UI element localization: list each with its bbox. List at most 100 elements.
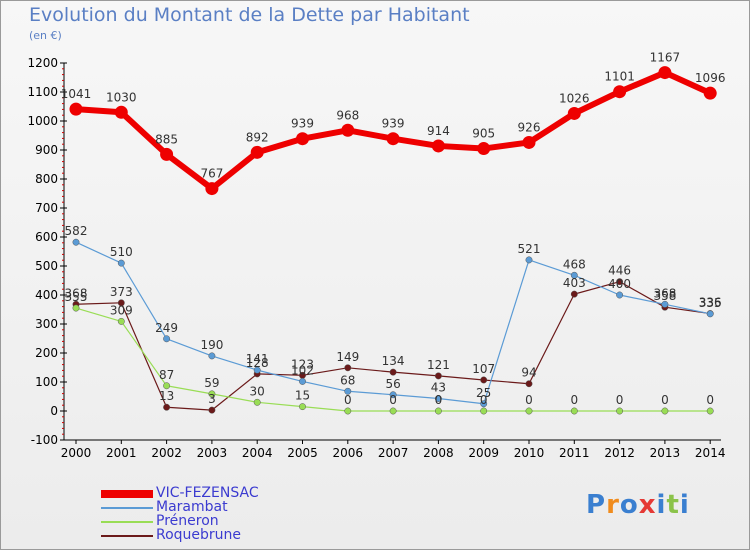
data-label: 892 — [246, 130, 269, 144]
y-tick-label: 600 — [35, 230, 58, 244]
data-point — [389, 368, 397, 376]
data-label: 102 — [291, 363, 314, 377]
data-label: 0 — [661, 393, 669, 407]
data-label: 373 — [110, 285, 133, 299]
data-label: 59 — [204, 376, 219, 390]
data-label: 582 — [65, 224, 88, 238]
data-label: 355 — [65, 290, 88, 304]
x-tick-label: 2005 — [287, 446, 318, 460]
data-point — [114, 105, 128, 119]
x-tick-label: 2001 — [106, 446, 137, 460]
data-point — [117, 259, 125, 267]
data-point — [522, 135, 536, 149]
data-label: 939 — [382, 117, 405, 131]
data-point — [480, 407, 488, 415]
data-point — [706, 310, 714, 318]
data-point — [117, 299, 125, 307]
data-point — [567, 106, 581, 120]
data-label: 905 — [472, 127, 495, 141]
data-point — [160, 147, 174, 161]
data-label: 94 — [521, 366, 536, 380]
data-label: 249 — [155, 321, 178, 335]
logo-letter: i — [656, 490, 667, 520]
data-label: 309 — [110, 303, 133, 317]
data-point — [661, 300, 669, 308]
data-label: 939 — [291, 117, 314, 131]
y-tick-label: 800 — [35, 172, 58, 186]
data-label: 446 — [608, 264, 631, 278]
data-label: 121 — [427, 358, 450, 372]
data-point — [434, 395, 442, 402]
data-label: 521 — [518, 242, 541, 256]
data-label: 107 — [472, 362, 495, 376]
data-point — [525, 407, 533, 415]
y-tick-label: 1200 — [27, 56, 58, 70]
data-point — [72, 238, 80, 246]
x-tick-label: 2008 — [423, 446, 454, 460]
logo-letter: i — [679, 490, 690, 520]
data-label: 403 — [563, 276, 586, 290]
y-tick-label: 500 — [35, 259, 58, 273]
chart-title: Evolution du Montant de la Dette par Hab… — [29, 4, 470, 26]
data-point — [163, 403, 171, 411]
data-label: 885 — [155, 132, 178, 146]
data-label: 1101 — [604, 70, 635, 84]
y-tick-label: 700 — [35, 201, 58, 215]
data-point — [661, 407, 669, 415]
data-point — [208, 406, 216, 414]
data-point — [616, 278, 624, 286]
y-tick-label: 0 — [50, 404, 58, 418]
data-label: 358 — [653, 289, 676, 303]
data-label: 1026 — [559, 91, 590, 105]
data-label: 30 — [250, 384, 265, 398]
data-point — [616, 291, 624, 299]
data-label: 468 — [563, 257, 586, 271]
unit-label: (en €) — [29, 29, 62, 42]
data-label: 13 — [159, 389, 174, 403]
data-point — [389, 407, 397, 415]
data-point — [389, 391, 397, 399]
data-point — [344, 364, 352, 372]
data-point — [703, 86, 717, 100]
data-point — [434, 372, 442, 380]
legend-swatch — [101, 535, 153, 537]
y-tick-label: 900 — [35, 143, 58, 157]
x-tick-label: 2013 — [650, 446, 681, 460]
y-tick-label: 100 — [35, 375, 58, 389]
data-point — [163, 335, 171, 343]
legend-swatch — [101, 507, 153, 509]
x-tick-label: 2006 — [333, 446, 364, 460]
x-tick-label: 2011 — [559, 446, 590, 460]
data-label: 123 — [291, 357, 314, 371]
data-label: 0 — [525, 393, 533, 407]
data-point — [253, 398, 261, 406]
data-label: 0 — [616, 393, 624, 407]
data-point — [434, 407, 442, 415]
data-point — [480, 400, 488, 408]
data-label: 336 — [699, 296, 722, 310]
y-tick-label: 200 — [35, 346, 58, 360]
data-point — [431, 139, 445, 153]
data-label: 128 — [246, 356, 269, 370]
data-label: 968 — [336, 108, 359, 122]
data-point — [386, 132, 400, 146]
data-point — [477, 142, 491, 156]
data-point — [525, 380, 533, 388]
y-tick-label: -100 — [31, 433, 58, 447]
data-point — [250, 145, 264, 159]
data-label: 25 — [476, 386, 491, 400]
data-label: 0 — [435, 393, 443, 407]
logo-letter: t — [666, 490, 680, 520]
data-label: 0 — [344, 393, 352, 407]
legend-label: VIC-FEZENSAC — [156, 485, 259, 501]
data-point — [706, 407, 714, 415]
y-tick-label: 400 — [35, 288, 58, 302]
data-label: 56 — [385, 377, 400, 391]
y-tick-label: 300 — [35, 317, 58, 331]
x-tick-label: 2014 — [695, 446, 726, 460]
legend-label: Roquebrune — [156, 527, 242, 543]
data-point — [344, 387, 352, 395]
data-point — [299, 403, 306, 411]
data-label: 368 — [65, 286, 88, 300]
